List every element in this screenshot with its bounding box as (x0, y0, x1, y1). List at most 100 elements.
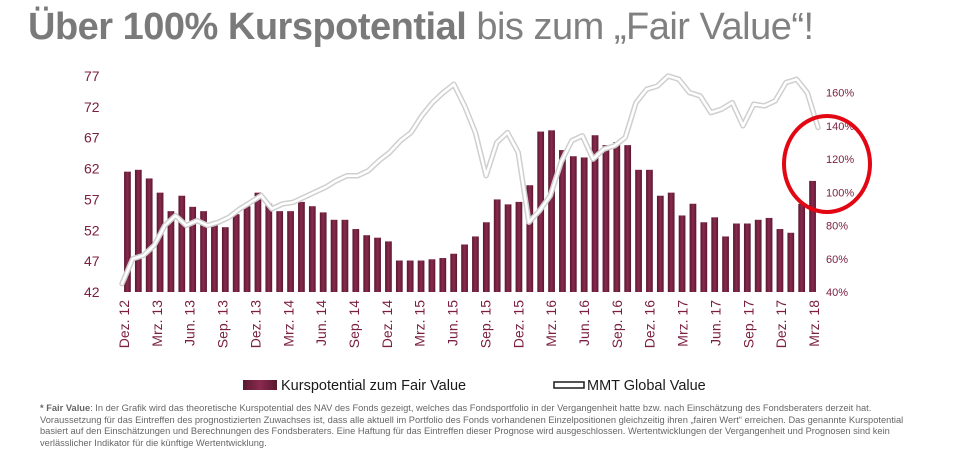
x-tick: Jun. 17 (707, 300, 723, 346)
bar (156, 192, 164, 292)
bar (798, 203, 806, 292)
bar (406, 260, 414, 292)
bar (385, 241, 392, 292)
bar (124, 171, 131, 292)
bar (548, 130, 555, 292)
bar (363, 235, 371, 292)
x-tick: Sep. 14 (346, 300, 362, 348)
footnote: * Fair Value: In der Grafik wird das the… (40, 403, 920, 449)
x-tick: Mrz. 18 (806, 300, 822, 347)
bar (189, 206, 197, 292)
legend: Kurspotential zum Fair Value MMT Global … (243, 378, 706, 394)
x-tick: Dez. 16 (642, 300, 658, 348)
bar (515, 201, 523, 292)
bar (765, 217, 773, 292)
bar (787, 232, 795, 292)
legend-bar-label: Kurspotential zum Fair Value (281, 378, 466, 394)
x-tick: Jun. 14 (313, 300, 329, 346)
footnote-label: * Fair Value (40, 403, 91, 413)
line-series (119, 73, 821, 287)
y-tick-right: 160% (826, 88, 854, 100)
bar-series (124, 130, 816, 292)
bar (243, 206, 251, 292)
bar (211, 221, 218, 292)
bar (743, 223, 751, 292)
x-tick: Sep. 17 (740, 300, 756, 348)
x-tick: Dez. 15 (510, 300, 526, 348)
legend-line-swatch (553, 381, 585, 389)
x-tick: Dez. 13 (247, 300, 263, 348)
bar (374, 237, 381, 292)
x-tick: Mrz. 15 (412, 300, 428, 347)
bar (602, 145, 610, 292)
bar (461, 244, 468, 292)
highlight-circle (782, 114, 872, 214)
bar (580, 157, 588, 292)
x-tick: Dez. 12 (116, 300, 132, 348)
x-tick: Mrz. 16 (543, 300, 559, 347)
y-tick-left: 47 (84, 253, 100, 269)
y-tick-right: 60% (826, 254, 848, 266)
bar (167, 211, 175, 292)
bar (298, 201, 305, 292)
bar (395, 260, 403, 292)
bar (319, 212, 327, 292)
headline-rest: bis zum „Fair Value“! (466, 6, 814, 48)
y-tick-left: 72 (84, 99, 100, 115)
bar (221, 227, 229, 292)
y-tick-right: 40% (826, 287, 848, 299)
bar (134, 169, 142, 292)
bar (646, 169, 653, 292)
bar (341, 219, 349, 292)
bar (559, 150, 566, 292)
bar (493, 199, 501, 292)
bar (200, 211, 207, 292)
bar (254, 192, 262, 292)
legend-line-label: MMT Global Value (587, 378, 706, 394)
bar (450, 253, 458, 292)
bar (700, 222, 708, 292)
y-tick-right: 100% (826, 187, 854, 199)
x-tick: Jun. 16 (576, 300, 592, 346)
bar (472, 236, 479, 292)
x-tick: Sep. 13 (215, 300, 231, 348)
bar (439, 258, 447, 292)
bar (591, 135, 599, 292)
bar (276, 211, 284, 292)
bar (624, 145, 632, 292)
bar (482, 222, 490, 292)
x-axis-ticks: Dez. 12 Mrz. 13 Jun. 13 Sep. 13 Dez. 13 Mrz. … (116, 300, 822, 348)
bar (733, 223, 740, 292)
y-tick-right: 120% (826, 154, 854, 166)
legend-bar-swatch (243, 380, 277, 390)
headline-bold: Über 100% Kurspotential (28, 6, 467, 48)
headline: Über 100% Kurspotential bis zum „Fair Va… (28, 6, 814, 49)
bar (689, 203, 697, 292)
bar (504, 204, 512, 292)
bar (428, 259, 436, 292)
x-tick: Sep. 15 (477, 300, 493, 348)
bar (145, 178, 153, 292)
x-tick: Jun. 15 (445, 300, 461, 346)
bar (776, 229, 784, 292)
y-tick-left: 62 (84, 161, 100, 177)
y-tick-left: 52 (84, 222, 100, 238)
x-tick: Dez. 17 (773, 300, 789, 348)
y-tick-left: 67 (84, 130, 100, 146)
bar (330, 219, 338, 292)
bar (667, 192, 675, 292)
x-tick: Jun. 13 (182, 300, 198, 346)
bar (308, 206, 316, 292)
bar (754, 219, 762, 292)
bar (569, 156, 577, 292)
series-line (120, 74, 820, 285)
x-tick: Dez. 14 (379, 300, 395, 348)
y-tick-left: 42 (84, 284, 100, 300)
y-tick-right: 80% (826, 221, 848, 233)
bar (656, 195, 664, 292)
bar (417, 260, 425, 292)
left-axis-ticks: 77 72 67 62 57 52 47 42 (84, 68, 100, 300)
bar (678, 215, 686, 292)
bar (352, 229, 360, 292)
